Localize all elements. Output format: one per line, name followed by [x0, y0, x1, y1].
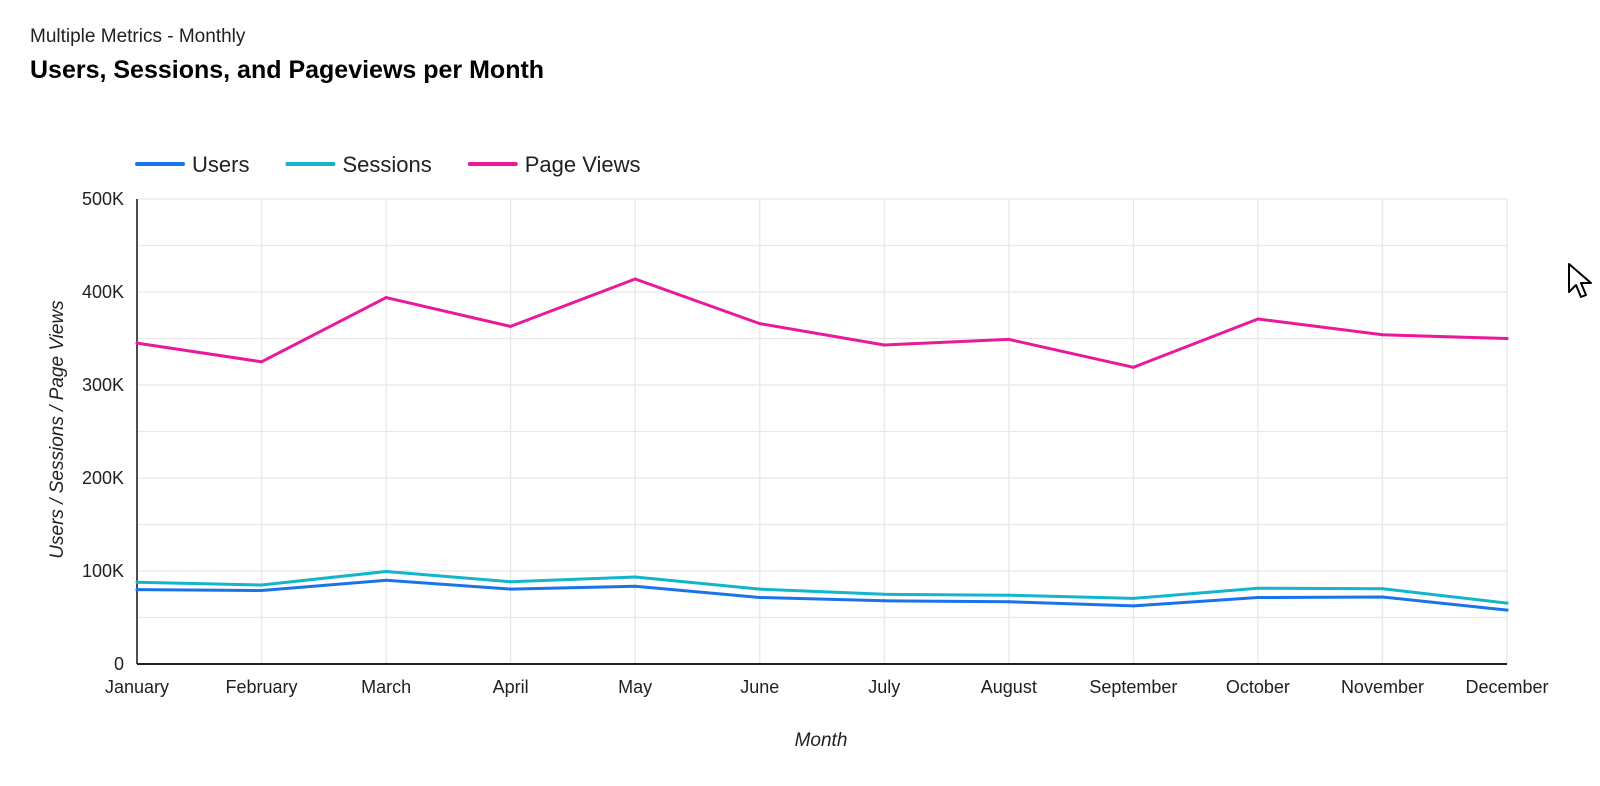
data-point-sessions	[384, 569, 388, 573]
data-point-sessions	[509, 580, 513, 584]
data-point-page-views	[1380, 333, 1384, 337]
x-tick-label: January	[105, 677, 169, 697]
series-lines	[135, 277, 1509, 612]
y-axis-title: Users / Sessions / Page Views	[47, 300, 68, 559]
x-tick-label: July	[868, 677, 900, 697]
data-point-sessions	[1256, 586, 1260, 590]
data-point-users	[260, 589, 264, 593]
grid-lines	[137, 198, 1508, 664]
data-point-users	[1256, 596, 1260, 600]
data-point-page-views	[384, 296, 388, 300]
data-point-sessions	[1380, 587, 1384, 591]
x-tick-label: October	[1226, 677, 1290, 697]
data-point-users	[1380, 595, 1384, 599]
y-tick-label: 0	[114, 654, 124, 674]
x-tick-label: February	[226, 677, 298, 697]
data-point-page-views	[1131, 365, 1135, 369]
data-point-sessions	[758, 587, 762, 591]
mouse-pointer-icon	[1568, 263, 1592, 298]
series-line-sessions	[135, 570, 1509, 605]
y-tick-label: 400K	[82, 282, 124, 302]
data-point-page-views	[758, 322, 762, 326]
data-point-sessions	[1007, 593, 1011, 597]
data-point-page-views	[1505, 337, 1509, 340]
legend-label-users: Users	[192, 152, 249, 177]
data-point-page-views	[633, 277, 637, 281]
y-tick-label: 200K	[82, 468, 124, 488]
x-tick-label: December	[1465, 677, 1548, 697]
tick-labels: 0 100K 200K 300K 400K 500K January February Marc…	[47, 189, 1549, 751]
legend-label-sessions: Sessions	[342, 152, 431, 177]
data-point-users	[1131, 604, 1135, 608]
data-point-sessions	[1131, 596, 1135, 600]
x-tick-label: August	[981, 677, 1037, 697]
data-point-page-views	[1256, 317, 1260, 321]
data-point-users	[633, 584, 637, 588]
x-tick-label: May	[618, 677, 652, 697]
data-point-users	[1505, 608, 1509, 612]
data-point-page-views	[1007, 337, 1011, 341]
data-point-page-views	[509, 324, 513, 328]
x-tick-label: March	[361, 677, 411, 697]
data-point-sessions	[633, 575, 637, 579]
legend-label-page-views: Page Views	[525, 152, 641, 177]
data-point-sessions	[1505, 601, 1509, 605]
data-point-users	[135, 588, 139, 592]
axes	[136, 199, 1507, 665]
data-point-sessions	[135, 580, 139, 584]
chart-title: Users, Sessions, and Pageviews per Month	[30, 56, 545, 84]
series-line-users	[135, 578, 1509, 612]
chart-subtitle: Multiple Metrics - Monthly	[30, 26, 246, 47]
data-point-sessions	[260, 583, 264, 587]
data-point-users	[509, 587, 513, 591]
x-tick-label: June	[740, 677, 779, 697]
data-point-page-views	[135, 341, 139, 345]
series-line-page-views	[135, 277, 1509, 369]
data-point-users	[882, 599, 886, 603]
x-tick-label: September	[1089, 677, 1177, 697]
y-tick-label: 500K	[82, 189, 124, 209]
data-point-sessions	[882, 592, 886, 596]
data-point-users	[1007, 600, 1011, 604]
y-tick-label: 300K	[82, 375, 124, 395]
data-point-users	[384, 578, 388, 582]
data-point-page-views	[882, 343, 886, 347]
legend: Users Sessions Page Views	[135, 152, 641, 177]
y-tick-label: 100K	[82, 561, 124, 581]
x-tick-label: April	[493, 677, 529, 697]
data-point-page-views	[260, 360, 264, 364]
x-axis-title: Month	[795, 730, 848, 751]
data-point-users	[758, 596, 762, 600]
x-tick-label: November	[1341, 677, 1424, 697]
